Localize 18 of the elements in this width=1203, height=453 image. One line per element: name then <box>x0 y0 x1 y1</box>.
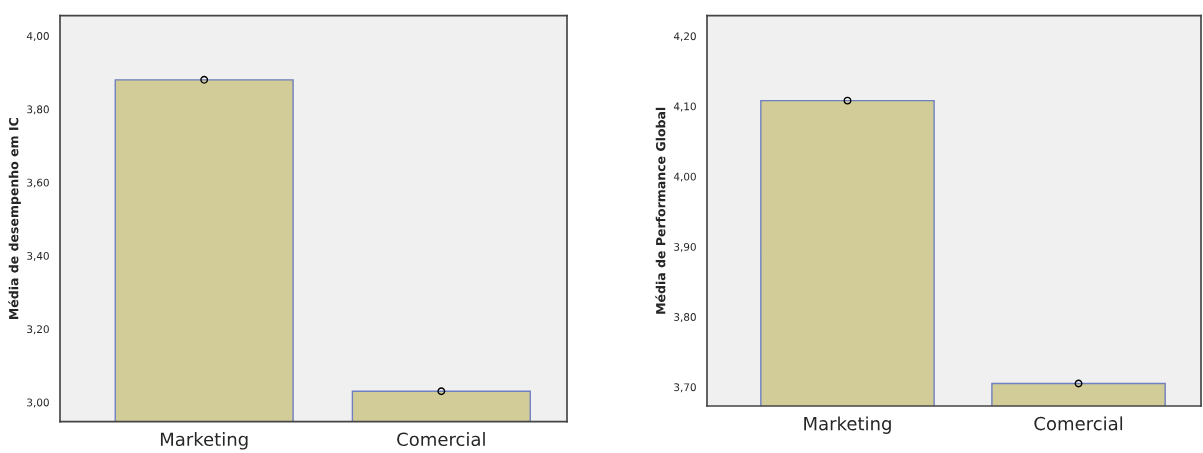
y-tick-label: 3,20 <box>27 325 49 335</box>
y-tick-label: 4,10 <box>673 102 696 112</box>
y-tick-label: 3,90 <box>674 242 696 252</box>
y-tick-label: 3,60 <box>27 178 49 188</box>
y-tick-label: 4,20 <box>673 32 696 42</box>
x-tick-label: Comercial <box>397 432 485 447</box>
x-tick-label: Comercial <box>1034 416 1123 431</box>
y-tick-label: 3,80 <box>674 313 696 323</box>
y-tick-label: 3,80 <box>27 105 49 115</box>
y-tick-label: 3,70 <box>674 383 696 393</box>
y-tick-label: 3,00 <box>27 398 49 408</box>
y-axis-title: Média de desempenho em IC <box>8 118 21 320</box>
y-tick-label: 4,00 <box>26 32 49 42</box>
y-tick-label: 4,00 <box>673 172 696 182</box>
y-axis-title: Média de Performance Global <box>655 107 666 314</box>
x-tick-label: Marketing <box>804 416 891 434</box>
y-tick-label: 3,40 <box>27 251 49 261</box>
x-tick-label: Marketing <box>160 432 248 450</box>
